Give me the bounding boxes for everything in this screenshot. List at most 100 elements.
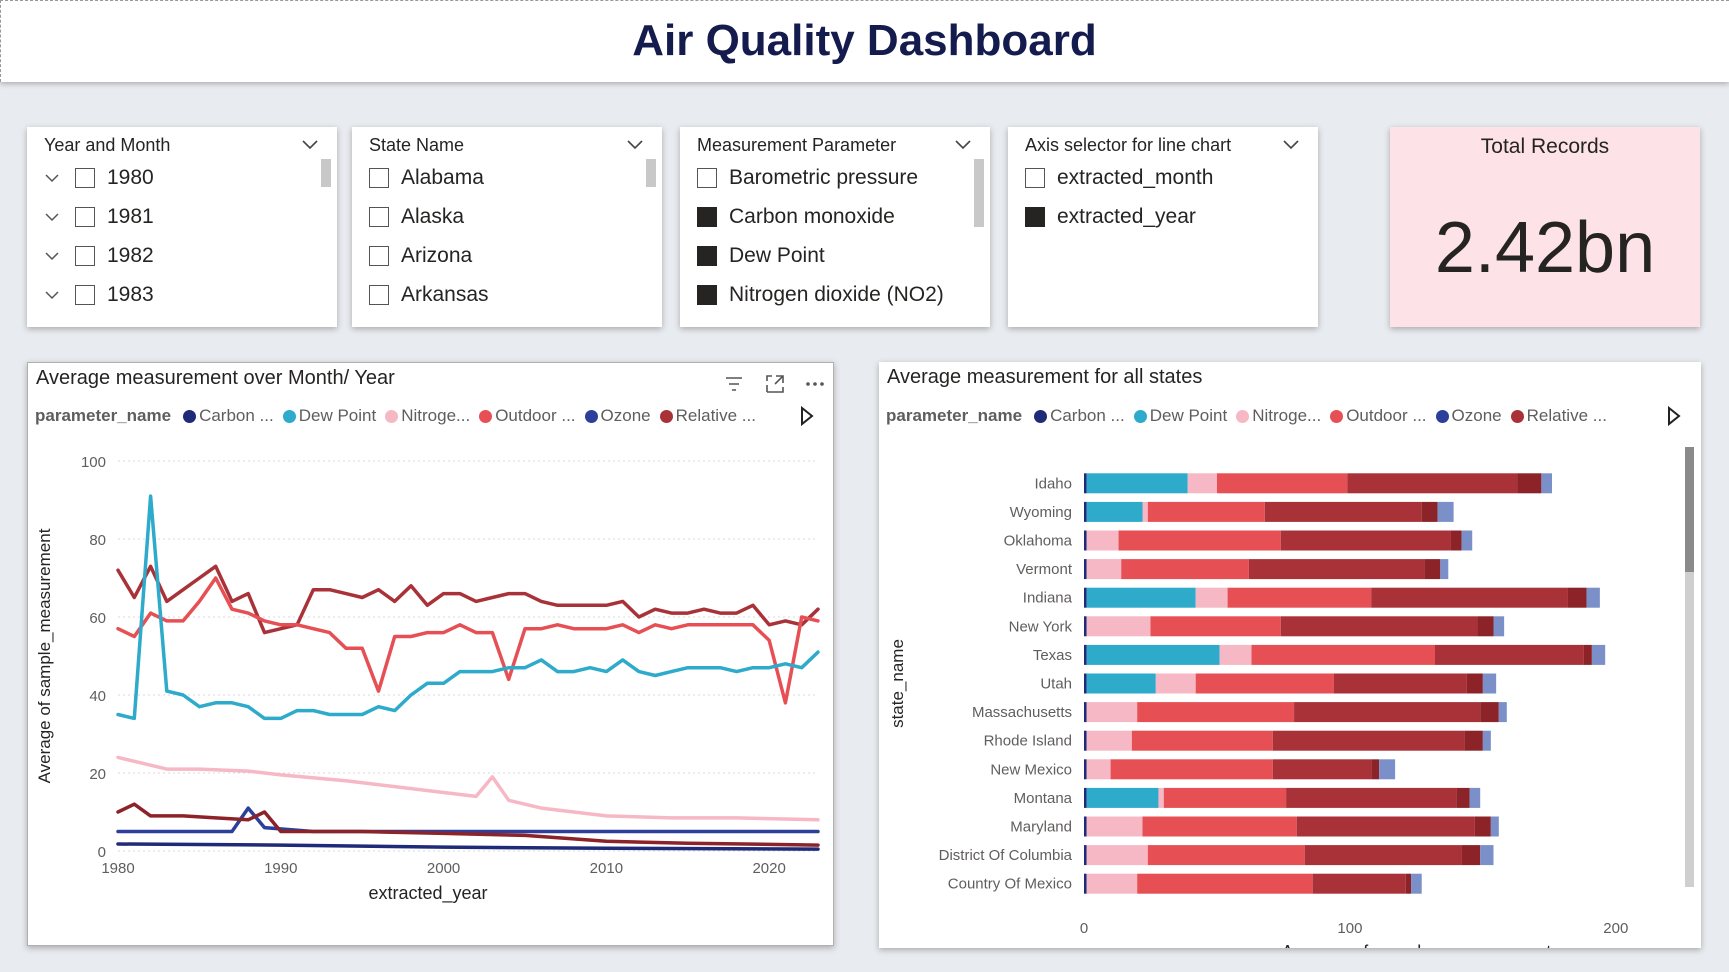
bar-segment[interactable] <box>1583 644 1592 665</box>
checkbox[interactable] <box>369 168 389 188</box>
bar-segment[interactable] <box>1086 616 1151 637</box>
bar-segment[interactable] <box>1084 559 1087 580</box>
slicer-item-1981[interactable]: 1981 <box>45 200 154 234</box>
filter-icon[interactable] <box>723 373 745 395</box>
checkbox-checked[interactable] <box>1025 207 1045 227</box>
slicer-item-alabama[interactable]: Alabama <box>369 161 484 195</box>
bar-segment[interactable] <box>1086 473 1188 494</box>
bar-segment[interactable] <box>1219 644 1252 665</box>
slicer-item-alaska[interactable]: Alaska <box>369 200 464 234</box>
bar-segment[interactable] <box>1110 759 1273 780</box>
scrollbar[interactable] <box>646 159 656 187</box>
chevron-down-icon[interactable] <box>624 133 646 155</box>
bar-segment[interactable] <box>1086 644 1220 665</box>
bar-segment[interactable] <box>1482 673 1497 694</box>
slicer-item-arkansas[interactable]: Arkansas <box>369 278 489 312</box>
expand-chevron-icon[interactable] <box>45 173 59 183</box>
bar-segment[interactable] <box>1482 730 1491 751</box>
bar-segment[interactable] <box>1272 759 1372 780</box>
bar-segment[interactable] <box>1591 644 1606 665</box>
bar-segment[interactable] <box>1084 644 1087 665</box>
bar-segment[interactable] <box>1086 845 1148 866</box>
bar-segment[interactable] <box>1084 501 1087 522</box>
legend-item[interactable]: Relative ... <box>659 406 756 426</box>
bar-segment[interactable] <box>1084 473 1087 494</box>
series-line[interactable] <box>116 802 820 847</box>
bar-segment[interactable] <box>1084 845 1087 866</box>
bar-segment[interactable] <box>1541 473 1552 494</box>
bar-segment[interactable] <box>1142 816 1297 837</box>
chevron-down-icon[interactable] <box>1280 133 1302 155</box>
bar-segment[interactable] <box>1086 873 1138 894</box>
bar-segment[interactable] <box>1084 530 1087 551</box>
checkbox[interactable] <box>369 246 389 266</box>
slicer-item-arizona[interactable]: Arizona <box>369 239 472 273</box>
bar-segment[interactable] <box>1086 587 1196 608</box>
bar-chart-panel[interactable]: Average measurement for all states param… <box>879 362 1701 948</box>
bar-segment[interactable] <box>1461 530 1473 551</box>
scrollbar-thumb[interactable] <box>1685 447 1694 572</box>
checkbox[interactable] <box>697 168 717 188</box>
line-chart-panel[interactable]: Average measurement over Month/ Year par… <box>27 362 834 946</box>
bar-segment[interactable] <box>1498 702 1507 723</box>
bar-segment[interactable] <box>1437 501 1454 522</box>
legend-item[interactable]: Outdoor ... <box>1330 406 1427 426</box>
checkbox[interactable] <box>369 285 389 305</box>
legend-item[interactable]: Ozone <box>1435 406 1502 426</box>
bar-segment[interactable] <box>1411 873 1422 894</box>
bar-segment[interactable] <box>1286 787 1457 808</box>
series-line[interactable] <box>116 494 820 721</box>
bar-segment[interactable] <box>1086 730 1132 751</box>
legend-item[interactable]: Outdoor ... <box>479 406 576 426</box>
bar-segment[interactable] <box>1086 673 1156 694</box>
scrollbar[interactable] <box>974 159 984 227</box>
bar-segment[interactable] <box>1312 873 1406 894</box>
checkbox[interactable] <box>75 285 95 305</box>
slicer-axis-selector[interactable]: Axis selector for line chart extracted_m… <box>1008 127 1318 327</box>
bar-segment[interactable] <box>1251 644 1435 665</box>
slicer-item-barometric-pressure[interactable]: Barometric pressure <box>697 161 918 195</box>
bar-segment[interactable] <box>1371 587 1568 608</box>
bar-segment[interactable] <box>1586 587 1600 608</box>
bar-segment[interactable] <box>1567 587 1587 608</box>
slicer-item-carbon-monoxide[interactable]: Carbon monoxide <box>697 200 895 234</box>
bar-segment[interactable] <box>1155 673 1196 694</box>
bar-segment[interactable] <box>1086 759 1111 780</box>
bar-segment[interactable] <box>1450 530 1462 551</box>
series-line[interactable] <box>116 806 820 834</box>
checkbox[interactable] <box>369 207 389 227</box>
checkbox-checked[interactable] <box>697 285 717 305</box>
bar-segment[interactable] <box>1121 559 1249 580</box>
slicer-year-month[interactable]: Year and Month 1980 1981 1982 1983 <box>27 127 337 327</box>
legend-item[interactable]: Relative ... <box>1510 406 1607 426</box>
bar-segment[interactable] <box>1142 501 1148 522</box>
bar-segment[interactable] <box>1137 873 1313 894</box>
checkbox[interactable] <box>75 246 95 266</box>
legend-item[interactable]: Carbon ... <box>183 406 274 426</box>
bar-segment[interactable] <box>1084 673 1087 694</box>
bar-segment[interactable] <box>1147 501 1265 522</box>
slicer-item-1980[interactable]: 1980 <box>45 161 154 195</box>
bar-segment[interactable] <box>1163 787 1287 808</box>
slicer-item-nitrogen-dioxide[interactable]: Nitrogen dioxide (NO2) <box>697 278 944 312</box>
slicer-measurement-parameter[interactable]: Measurement Parameter Barometric pressur… <box>680 127 990 327</box>
bar-segment[interactable] <box>1084 759 1087 780</box>
bar-segment[interactable] <box>1084 787 1087 808</box>
bar-segment[interactable] <box>1216 473 1348 494</box>
bar-segment[interactable] <box>1084 702 1087 723</box>
bar-segment[interactable] <box>1086 816 1143 837</box>
bar-segment[interactable] <box>1084 587 1087 608</box>
bar-segment[interactable] <box>1086 559 1122 580</box>
legend-item[interactable]: Nitroge... <box>1236 406 1321 426</box>
bar-segment[interactable] <box>1086 787 1159 808</box>
bar-segment[interactable] <box>1147 845 1305 866</box>
bar-segment[interactable] <box>1294 702 1481 723</box>
bar-segment[interactable] <box>1480 702 1499 723</box>
checkbox[interactable] <box>1025 168 1045 188</box>
bar-segment[interactable] <box>1084 873 1087 894</box>
bar-segment[interactable] <box>1280 616 1478 637</box>
bar-segment[interactable] <box>1084 616 1087 637</box>
bar-segment[interactable] <box>1461 845 1481 866</box>
bar-segment[interactable] <box>1086 501 1143 522</box>
bar-segment[interactable] <box>1371 759 1380 780</box>
